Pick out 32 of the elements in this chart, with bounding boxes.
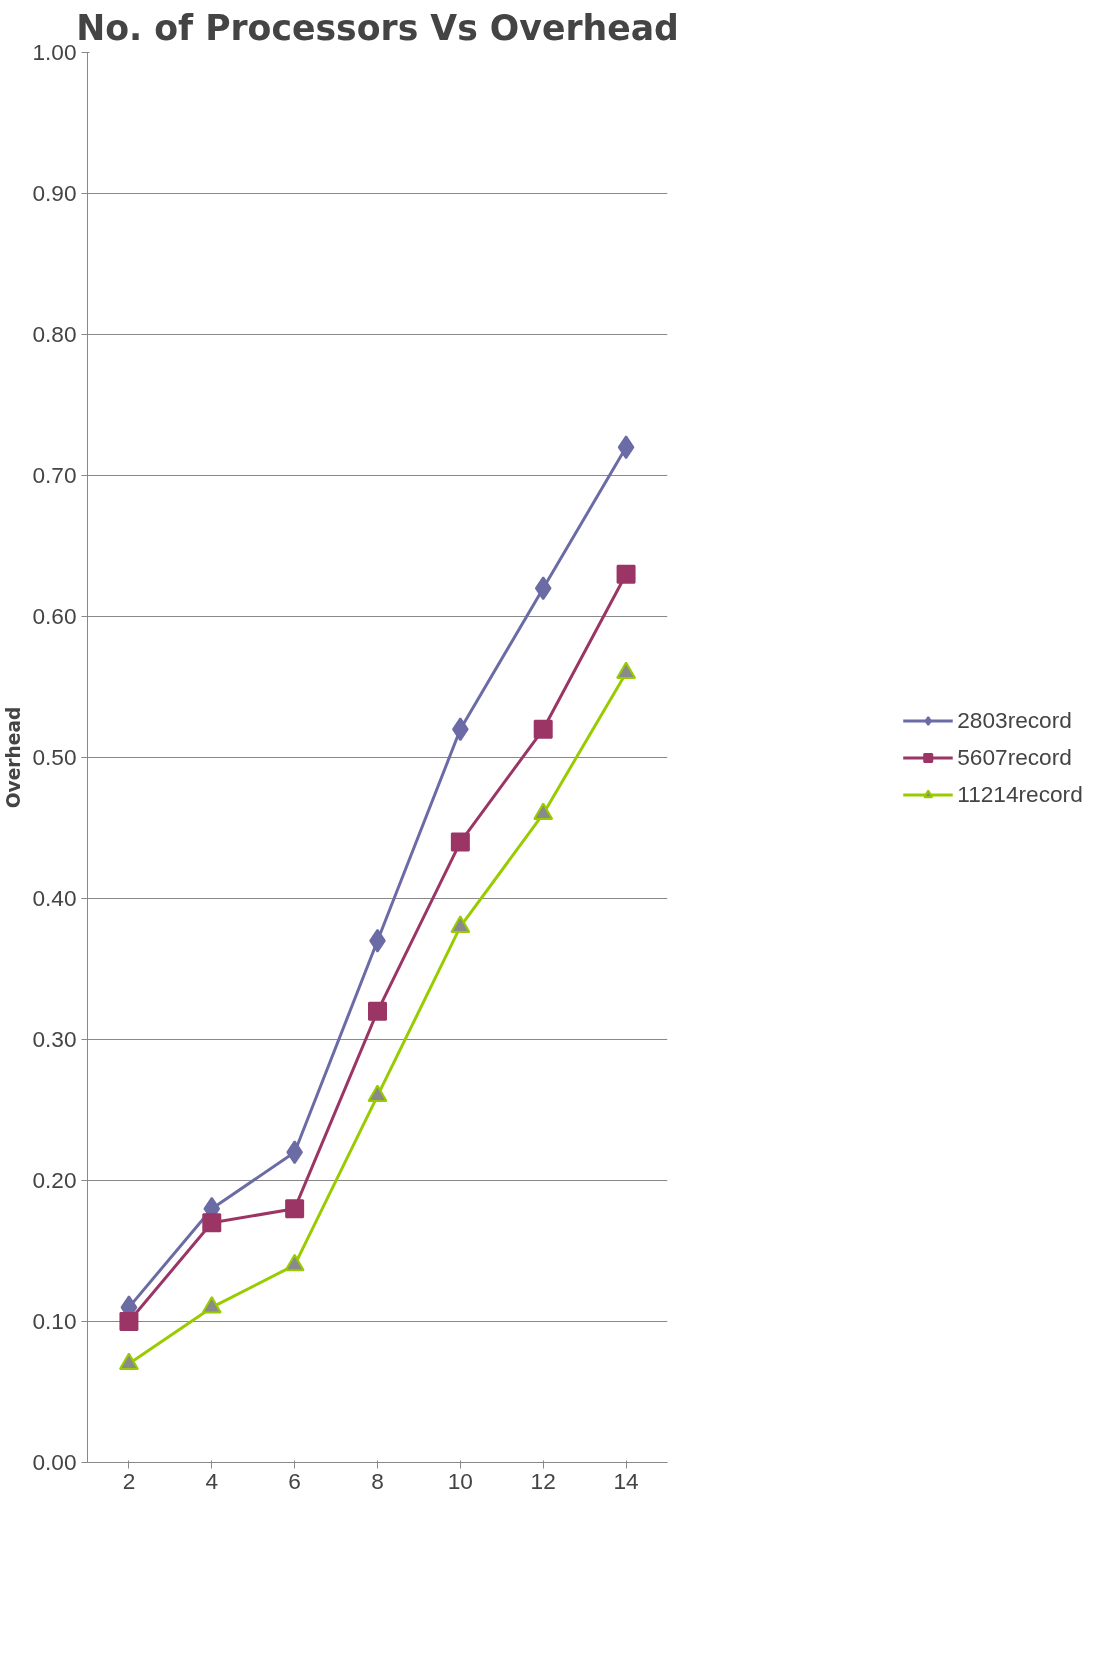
x-tick-label: 12 xyxy=(530,1467,556,1494)
x-tick-label: 8 xyxy=(371,1467,384,1494)
point xyxy=(533,719,553,739)
y-tick-label: 0.90 xyxy=(32,180,77,206)
y-tick-label: 1.00 xyxy=(32,39,77,65)
legend-label: 2803record xyxy=(957,706,1072,734)
y-tick-label: 0.50 xyxy=(32,744,77,770)
point xyxy=(368,1001,387,1021)
y-tick-label: 0.10 xyxy=(32,1308,77,1334)
y-tick-label: 0.80 xyxy=(32,321,77,347)
x-tick-label: 4 xyxy=(205,1467,219,1494)
point xyxy=(450,832,470,852)
legend-label: 11214record xyxy=(957,780,1083,808)
chart-title: No. of Processors Vs Overhead xyxy=(76,7,679,48)
legend-label: 5607record xyxy=(957,743,1072,771)
point xyxy=(285,1199,305,1219)
y-tick-label: 0.40 xyxy=(32,885,77,911)
point xyxy=(534,576,552,601)
y-tick-label: 0.70 xyxy=(32,462,77,488)
point xyxy=(617,435,635,460)
y-axis-title: Overhead xyxy=(3,706,25,809)
point xyxy=(119,1312,139,1331)
x-tick-label: 6 xyxy=(288,1467,301,1494)
x-tick-label: 10 xyxy=(447,1467,473,1494)
x-tick-label: 14 xyxy=(613,1467,639,1494)
y-tick-label: 0.00 xyxy=(32,1449,77,1475)
y-tick-label: 0.20 xyxy=(32,1167,77,1193)
point xyxy=(616,564,636,584)
y-tick-label: 0.60 xyxy=(32,603,77,629)
point xyxy=(202,1213,222,1233)
x-tick-label: 2 xyxy=(122,1467,136,1494)
y-tick-label: 0.30 xyxy=(32,1026,77,1052)
